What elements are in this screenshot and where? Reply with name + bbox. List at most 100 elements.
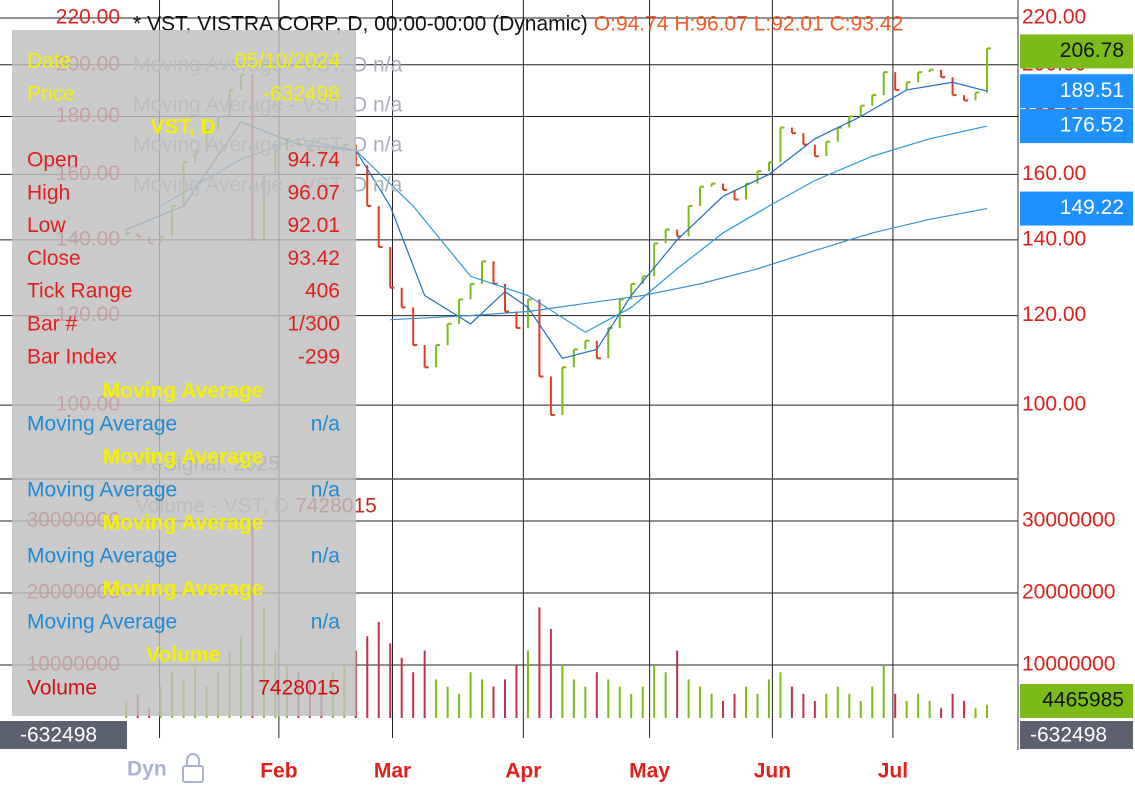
price-bar [641, 275, 647, 284]
study-label: Moving Average [27, 611, 177, 634]
x-tick-label: May [629, 760, 670, 783]
ma-last-value: 189.51 [1060, 79, 1124, 102]
field-value: 94.74 [287, 149, 340, 172]
price-bar [710, 182, 716, 187]
cursor-value-box-right [1020, 721, 1133, 749]
x-tick-label: Jul [878, 760, 908, 783]
price-bar [974, 91, 980, 101]
cursor-value-right: -632498 [1030, 724, 1107, 747]
y-tick-label: 220.00 [1022, 6, 1086, 29]
ma-last-value: 149.22 [1060, 196, 1124, 219]
price-bar [687, 205, 693, 237]
study-label: Moving Average [27, 479, 177, 502]
price-bar [859, 104, 865, 117]
price-bar [917, 71, 923, 83]
symbol-heading: VST, D [150, 116, 215, 139]
study-label: Moving Average [27, 413, 177, 436]
price-bar [871, 94, 877, 106]
price-bar [389, 246, 395, 289]
y-tick-label: 140.00 [1022, 227, 1086, 250]
study-heading: Moving Average [103, 512, 264, 535]
price-bar [515, 311, 521, 330]
field-label: Low [27, 214, 66, 237]
study-value: n/a [311, 413, 341, 436]
last-volume-box [1020, 684, 1133, 718]
price-bar [940, 69, 946, 79]
price-bar [469, 282, 475, 300]
price-bar [928, 68, 934, 73]
price-bar [813, 144, 819, 158]
price-bar [699, 185, 705, 207]
price-bar [584, 339, 590, 350]
price-bar [779, 126, 785, 163]
field-label: Open [27, 149, 78, 172]
price-bar [825, 140, 831, 157]
field-label: Bar # [27, 313, 78, 336]
scale-mode-button[interactable]: Dyn [127, 758, 167, 781]
volume-tick-label: 30000000 [1022, 509, 1115, 532]
study-label: Moving Average [27, 545, 177, 568]
field-value: 406 [305, 280, 340, 303]
price-bar [963, 95, 969, 102]
data-window [12, 30, 356, 716]
last-price: 206.78 [1060, 39, 1124, 62]
price-bar [882, 71, 888, 96]
field-value: 93.42 [287, 247, 340, 270]
field-value: -299 [298, 345, 340, 368]
study-value: n/a [311, 611, 341, 634]
price-bar [722, 183, 728, 191]
date-label: Date [27, 50, 71, 73]
last-volume: 4465985 [1042, 689, 1124, 712]
price-bar [446, 322, 452, 346]
y-tick-label: 160.00 [1022, 162, 1086, 185]
price-bar [905, 81, 911, 90]
volume-value: 7428015 [258, 677, 340, 700]
study-value: n/a [311, 479, 341, 502]
field-value: 96.07 [287, 181, 340, 204]
field-label: Tick Range [27, 280, 132, 303]
volume-label: Volume [27, 677, 97, 700]
moving-average-line [390, 207, 988, 321]
date-value: 05/10/2024 [235, 50, 340, 73]
ma-last-value-box [1020, 109, 1133, 144]
y-tick-label: 120.00 [1022, 303, 1086, 326]
cursor-value-box-left [0, 721, 127, 749]
price-label: Price [27, 83, 75, 106]
x-tick-label: Feb [260, 760, 297, 783]
price-bar [400, 287, 406, 309]
price-bar [986, 47, 992, 93]
price-bar [572, 348, 578, 368]
ma-last-value: 176.52 [1060, 114, 1124, 137]
price-value: -632498 [263, 83, 340, 106]
ma-last-value-box [1020, 191, 1133, 226]
volume-tick-label: 20000000 [1022, 581, 1115, 604]
x-tick-label: Apr [505, 760, 541, 783]
price-bar [366, 165, 372, 208]
x-tick-label: Mar [374, 760, 411, 783]
y-tick-label-left: 220.00 [56, 6, 120, 29]
field-value: 92.01 [287, 214, 340, 237]
volume-heading: Volume [146, 644, 220, 667]
price-bar [894, 72, 900, 91]
field-label: High [27, 181, 70, 204]
field-value: 1/300 [287, 313, 340, 336]
price-bar [653, 242, 659, 277]
y-tick-label: 100.00 [1022, 393, 1086, 416]
ohlc-header: O:94.74 H:96.07 L:92.01 C:93.42 [594, 13, 903, 36]
price-bar [767, 161, 773, 172]
study-heading: Moving Average [103, 578, 264, 601]
price-bar [549, 376, 555, 417]
price-bar [790, 127, 796, 135]
price-bar [538, 299, 544, 378]
lock-body[interactable] [182, 765, 204, 783]
price-bar [526, 298, 532, 329]
price-bar [756, 170, 762, 184]
price-bar [412, 307, 418, 347]
chart-header: * VST, VISTRA CORP, D, 00:00-00:00 (Dyna… [133, 13, 588, 36]
price-bar [377, 206, 383, 248]
ma-last-value-box [1020, 74, 1133, 109]
time-axis [0, 750, 1018, 788]
last-price-box [1020, 34, 1133, 69]
price-bar [561, 366, 567, 416]
